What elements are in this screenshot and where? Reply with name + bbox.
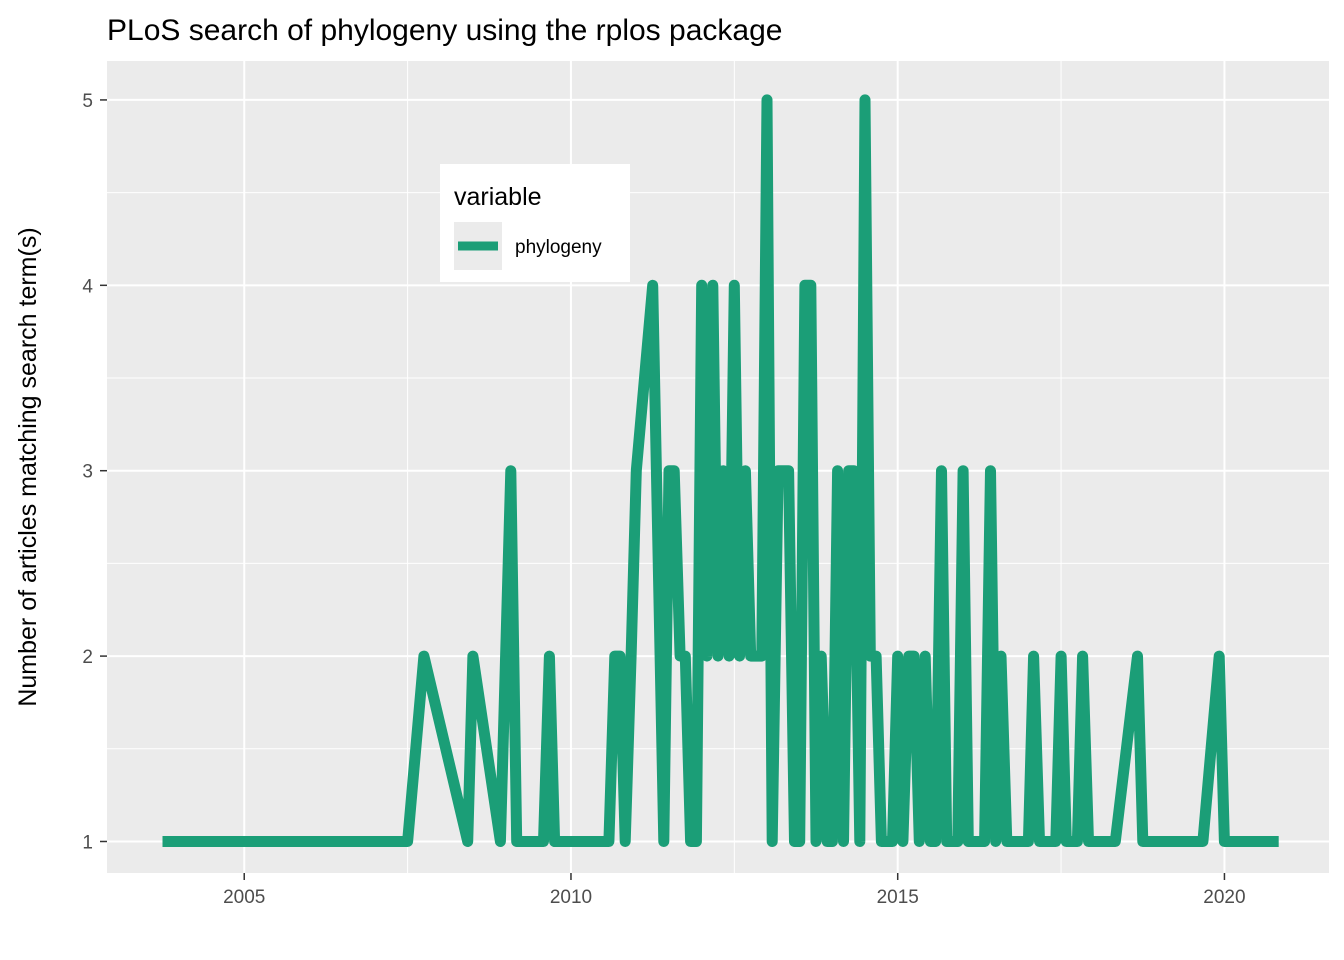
series-line-phylogeny — [162, 94, 1279, 847]
chart-title: PLoS search of phylogeny using the rplos… — [107, 14, 782, 47]
legend: variable phylogeny — [440, 164, 630, 282]
legend-label-phylogeny: phylogeny — [515, 237, 602, 258]
y-tick-label: 5 — [82, 91, 93, 112]
x-tick-label: 2015 — [877, 887, 919, 908]
x-tick-label: 2010 — [550, 887, 592, 908]
y-axis-title: Number of articles matching search term(… — [14, 227, 42, 706]
y-tick-label: 2 — [82, 647, 93, 668]
x-tick-label: 2005 — [223, 887, 265, 908]
y-axis: 1 2 3 4 5 — [82, 91, 107, 853]
legend-title: variable — [454, 183, 542, 211]
y-tick-label: 4 — [82, 276, 93, 297]
series-layer — [162, 94, 1279, 847]
y-tick-label: 1 — [82, 832, 93, 853]
y-tick-label: 3 — [82, 462, 93, 483]
x-axis: 2005 2010 2015 2020 — [223, 873, 1246, 908]
x-tick-label: 2020 — [1203, 887, 1245, 908]
